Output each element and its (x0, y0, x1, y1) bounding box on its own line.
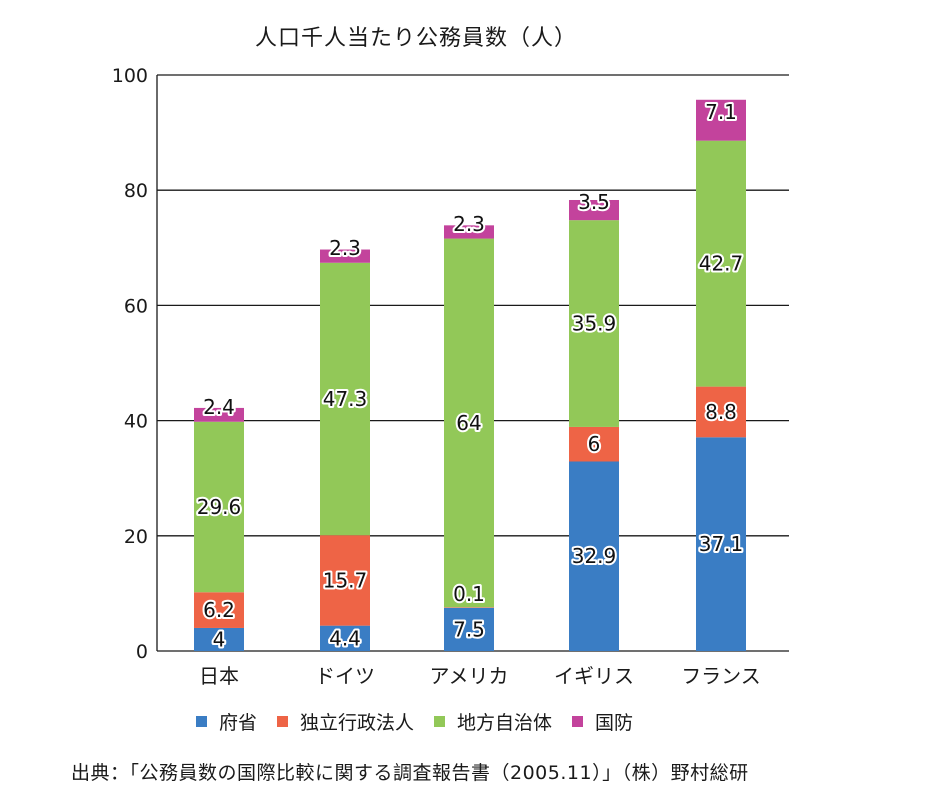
data-label-1-1: 15.7 (323, 568, 368, 592)
legend-item-dokuritsu: 独立行政法人 (277, 708, 414, 735)
data-label-3-1: 6 (588, 432, 601, 456)
y-tick-label-20: 20 (124, 526, 148, 548)
bar-segment-3-2 (569, 220, 619, 427)
y-tick-label-0: 0 (136, 641, 148, 663)
legend-item-kokubo: 国防 (572, 708, 633, 735)
data-label-4-3: 7.1 (705, 100, 737, 124)
bar-segment-0-0 (194, 627, 244, 651)
bar-segment-0-1 (194, 592, 244, 628)
legend-label-fusho: 府省 (219, 712, 258, 734)
y-tick-label-100: 100 (112, 65, 148, 87)
legend-swatch-chiho (434, 716, 446, 727)
legend: 府省 独立行政法人 地方自治体 国防 (196, 708, 653, 735)
x-tick-label-4: フランス (681, 664, 761, 688)
bar-segment-1-2 (320, 262, 370, 536)
data-label-0-3: 2.4 (203, 395, 235, 419)
legend-swatch-fusho (196, 716, 207, 727)
legend-label-chiho: 地方自治体 (457, 712, 553, 734)
data-label-1-2: 47.3 (323, 387, 368, 411)
data-label-0-1: 6.2 (203, 598, 235, 622)
bar-segment-2-3 (444, 225, 494, 239)
bar-segment-0-2 (194, 421, 244, 593)
bar-segment-1-3 (320, 249, 370, 263)
x-tick-label-1: ドイツ (315, 664, 375, 688)
data-label-2-1: 0.1 (453, 582, 485, 606)
source-note: 出典：「公務員数の国際比較に関する調査報告書（2005.11）」（株）野村総研 (71, 762, 749, 784)
bar-segment-2-1 (444, 607, 494, 608)
data-label-4-1: 8.8 (705, 400, 737, 424)
bar-segment-0-3 (194, 407, 244, 422)
x-tick-label-3: イギリス (554, 664, 634, 688)
x-tick-label-0: 日本 (199, 664, 239, 688)
data-label-0-0: 4 (213, 627, 226, 651)
bar-segment-4-0 (696, 437, 746, 651)
data-label-3-2: 35.9 (572, 312, 617, 336)
data-label-1-0: 4.4 (329, 626, 361, 650)
data-label-4-2: 42.7 (699, 252, 744, 276)
y-tick-label-60: 60 (124, 295, 148, 317)
bar-segment-3-0 (569, 461, 619, 651)
legend-label-kokubo: 国防 (595, 712, 634, 734)
y-tick-label-80: 80 (124, 180, 148, 202)
chart-title: 人口千人当たり公務員数（人） (255, 26, 578, 51)
legend-label-dokuritsu: 独立行政法人 (300, 712, 415, 734)
data-label-2-2: 64 (456, 411, 481, 435)
bar-segment-4-1 (696, 386, 746, 438)
bar-segment-3-3 (569, 199, 619, 221)
bar-segment-2-2 (444, 238, 494, 608)
bar-segment-1-1 (320, 535, 370, 626)
data-label-0-2: 29.6 (197, 495, 242, 519)
legend-swatch-dokuritsu (277, 716, 289, 727)
legend-swatch-kokubo (572, 716, 584, 727)
bar-segment-4-2 (696, 140, 746, 387)
bar-segment-2-0 (444, 607, 494, 651)
bar-segment-3-1 (569, 426, 619, 462)
data-label-3-3: 3.5 (578, 190, 610, 214)
data-label-1-3: 2.3 (329, 236, 361, 260)
data-label-4-0: 37.1 (699, 532, 744, 556)
bar-segment-1-0 (320, 625, 370, 651)
bar-segment-4-3 (696, 99, 746, 141)
x-tick-label-2: アメリカ (430, 664, 509, 688)
legend-item-fusho: 府省 (196, 708, 257, 735)
data-label-3-0: 32.9 (572, 544, 617, 568)
y-tick-label-40: 40 (124, 411, 148, 433)
data-label-2-0: 7.5 (453, 617, 485, 641)
data-label-2-3: 2.3 (453, 212, 485, 236)
legend-item-chiho: 地方自治体 (434, 708, 552, 735)
